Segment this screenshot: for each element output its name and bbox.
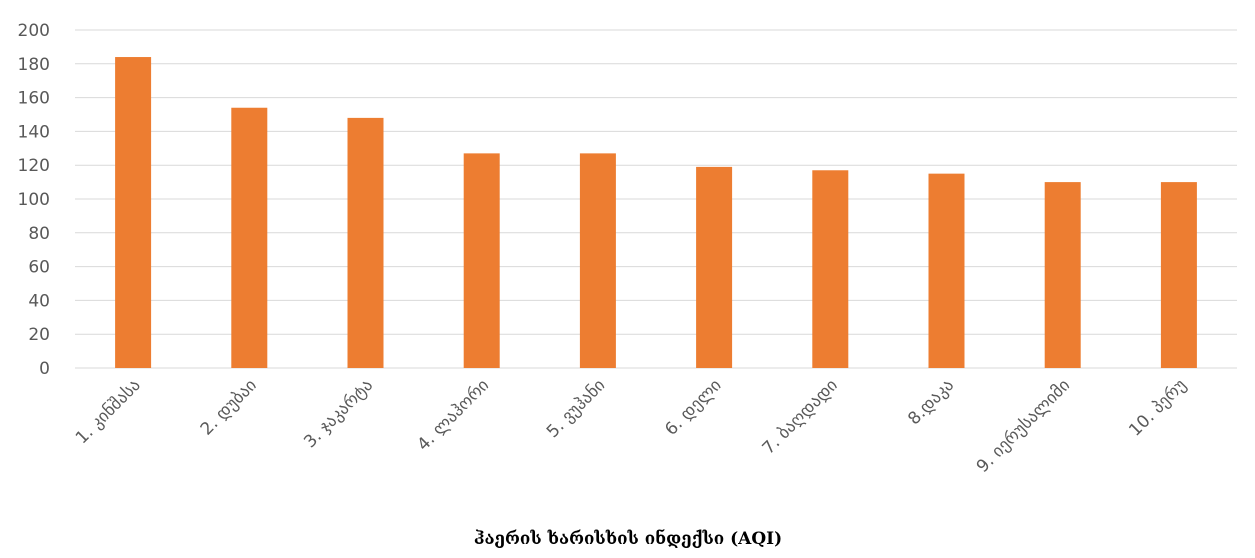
bar — [115, 57, 152, 368]
x-category-label: 8.დაკა — [904, 375, 958, 429]
x-category-label: 10. პერუ — [1125, 375, 1190, 440]
y-axis-ticks: 0 20 40 60 80 100 120 140 160 180 200 — [18, 21, 50, 379]
bar — [579, 153, 616, 368]
y-tick-label: 100 — [18, 190, 50, 210]
x-category-label: 3. ჯაკარტა — [300, 375, 377, 452]
y-tick-label: 60 — [28, 258, 50, 278]
bar — [463, 153, 500, 368]
y-tick-label: 0 — [39, 359, 50, 379]
bar — [231, 107, 268, 369]
x-category-label: 4. ლაჰორი — [414, 375, 494, 455]
y-tick-label: 160 — [18, 89, 50, 109]
x-axis-labels: 1. კინშასა 2. დუბაი 3. ჯაკარტა 4. ლაჰორი 5. … — [72, 375, 1191, 477]
bar — [1044, 182, 1081, 368]
gridlines — [75, 29, 1237, 369]
x-category-label: 6. დელი — [661, 375, 725, 439]
bar — [696, 166, 733, 368]
bar — [347, 117, 384, 368]
x-axis-title: ჰაერის ხარისხის ინდექსი (AQI) — [474, 528, 782, 549]
bar — [928, 173, 965, 368]
y-tick-label: 140 — [18, 122, 50, 142]
x-category-label: 1. კინშასა — [72, 375, 145, 448]
x-category-label: 5. ვუჰანი — [543, 375, 610, 442]
x-category-label: 9. იერუსალიმი — [973, 375, 1075, 477]
y-tick-label: 80 — [28, 224, 50, 244]
x-category-label: 2. დუბაი — [197, 375, 261, 439]
bar — [812, 170, 849, 368]
bars — [115, 57, 1197, 369]
y-tick-label: 180 — [18, 55, 50, 75]
y-tick-label: 200 — [18, 21, 50, 41]
y-tick-label: 120 — [18, 156, 50, 176]
bar — [1160, 182, 1197, 368]
y-tick-label: 20 — [28, 325, 50, 345]
y-tick-label: 40 — [28, 291, 50, 311]
x-category-label: 7. ბაღდადი — [759, 375, 842, 458]
